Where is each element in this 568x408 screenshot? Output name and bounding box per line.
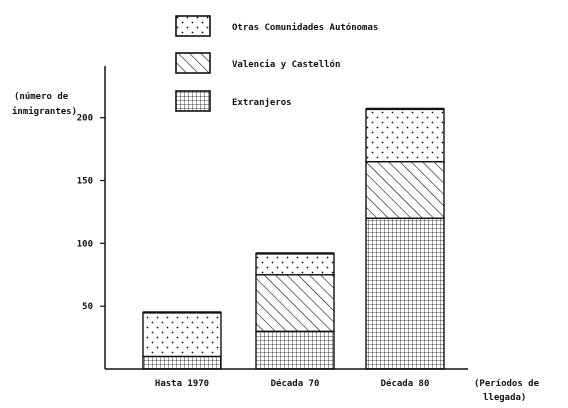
legend: Otras Comunidades Autónomas Valencia y Ca… <box>175 15 378 112</box>
legend-swatch-grid <box>175 90 211 112</box>
y-tick-label-200: 200 <box>77 114 93 124</box>
legend-swatch-hatch <box>175 52 211 74</box>
legend-label-dots: Otras Comunidades Autónomas <box>232 22 378 33</box>
bar-segment-1-dots <box>142 311 222 358</box>
bar-segment-3-dots <box>365 108 445 163</box>
x-tick-label-3: Década 80 <box>381 378 430 389</box>
legend-swatch-dots <box>175 15 211 37</box>
bar-segment-2-grid <box>255 330 335 370</box>
x-tick-label-1: Hasta 1970 <box>155 379 209 389</box>
x-axis-label-line2: llegada) <box>483 393 526 403</box>
y-tick-label-100: 100 <box>77 239 93 249</box>
y-axis-label-line2: inmigrantes) <box>12 106 77 117</box>
y-tick-label-50: 50 <box>82 302 93 312</box>
legend-label-grid: Extranjeros <box>232 97 292 108</box>
y-ticks: 50 100 150 200 <box>77 114 105 312</box>
bar-segment-3-hatch <box>365 160 445 219</box>
bar-segment-1-grid <box>142 355 222 370</box>
bar-segment-3-grid <box>365 217 445 370</box>
bar-segment-2-hatch <box>255 274 335 333</box>
x-tick-label-2: Década 70 <box>271 378 320 389</box>
bar-segment-2-dots <box>255 252 335 276</box>
x-axis-label-line1: (Períodos de <box>474 379 540 389</box>
y-tick-label-150: 150 <box>77 177 93 187</box>
bars <box>142 107 445 370</box>
x-tick-labels: Hasta 1970 Década 70 Década 80 <box>155 378 429 389</box>
y-axis-label-line1: (número de <box>14 92 69 102</box>
legend-label-hatch: Valencia y Castellón <box>232 59 340 70</box>
